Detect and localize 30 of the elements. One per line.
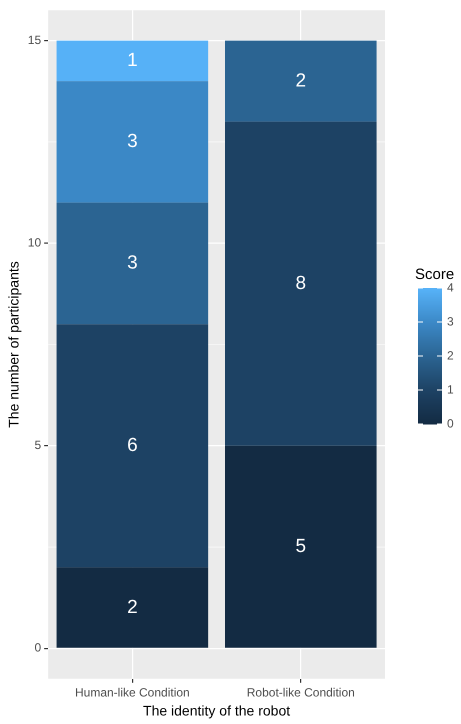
color-bar-label: 2 (447, 348, 454, 362)
y-tick-label: 15 (28, 32, 42, 47)
data-label: 5 (296, 536, 306, 558)
y-tick-label: 0 (34, 640, 42, 655)
bar (56, 324, 208, 568)
x-tick-label: Human-like Condition (74, 685, 190, 700)
bar (224, 446, 377, 648)
bar (56, 202, 208, 324)
color-bar-label: 3 (447, 314, 454, 328)
color-bar-title: Score (415, 266, 454, 283)
bar (56, 40, 208, 82)
data-label: 6 (127, 435, 138, 456)
data-label: 2 (296, 70, 306, 92)
y-tick-label: 5 (34, 438, 42, 452)
data-label: 1 (127, 50, 138, 72)
x-tick-label: Robot-like Condition (246, 685, 355, 700)
y-tick-label: 10 (28, 236, 42, 250)
data-label: 3 (127, 252, 138, 274)
bar (56, 81, 208, 203)
bar (56, 567, 208, 648)
data-label: 3 (127, 131, 138, 152)
bar (224, 122, 377, 446)
color-bar-label: 1 (447, 382, 454, 396)
color-bar-label: 4 (447, 280, 454, 294)
y-axis-title: The number of participants (5, 261, 22, 428)
data-label: 2 (127, 596, 138, 618)
bar (224, 40, 377, 122)
data-label: 8 (296, 272, 306, 294)
x-axis-title: The identity of the robot (143, 702, 290, 718)
color-bar-label: 0 (447, 416, 454, 430)
